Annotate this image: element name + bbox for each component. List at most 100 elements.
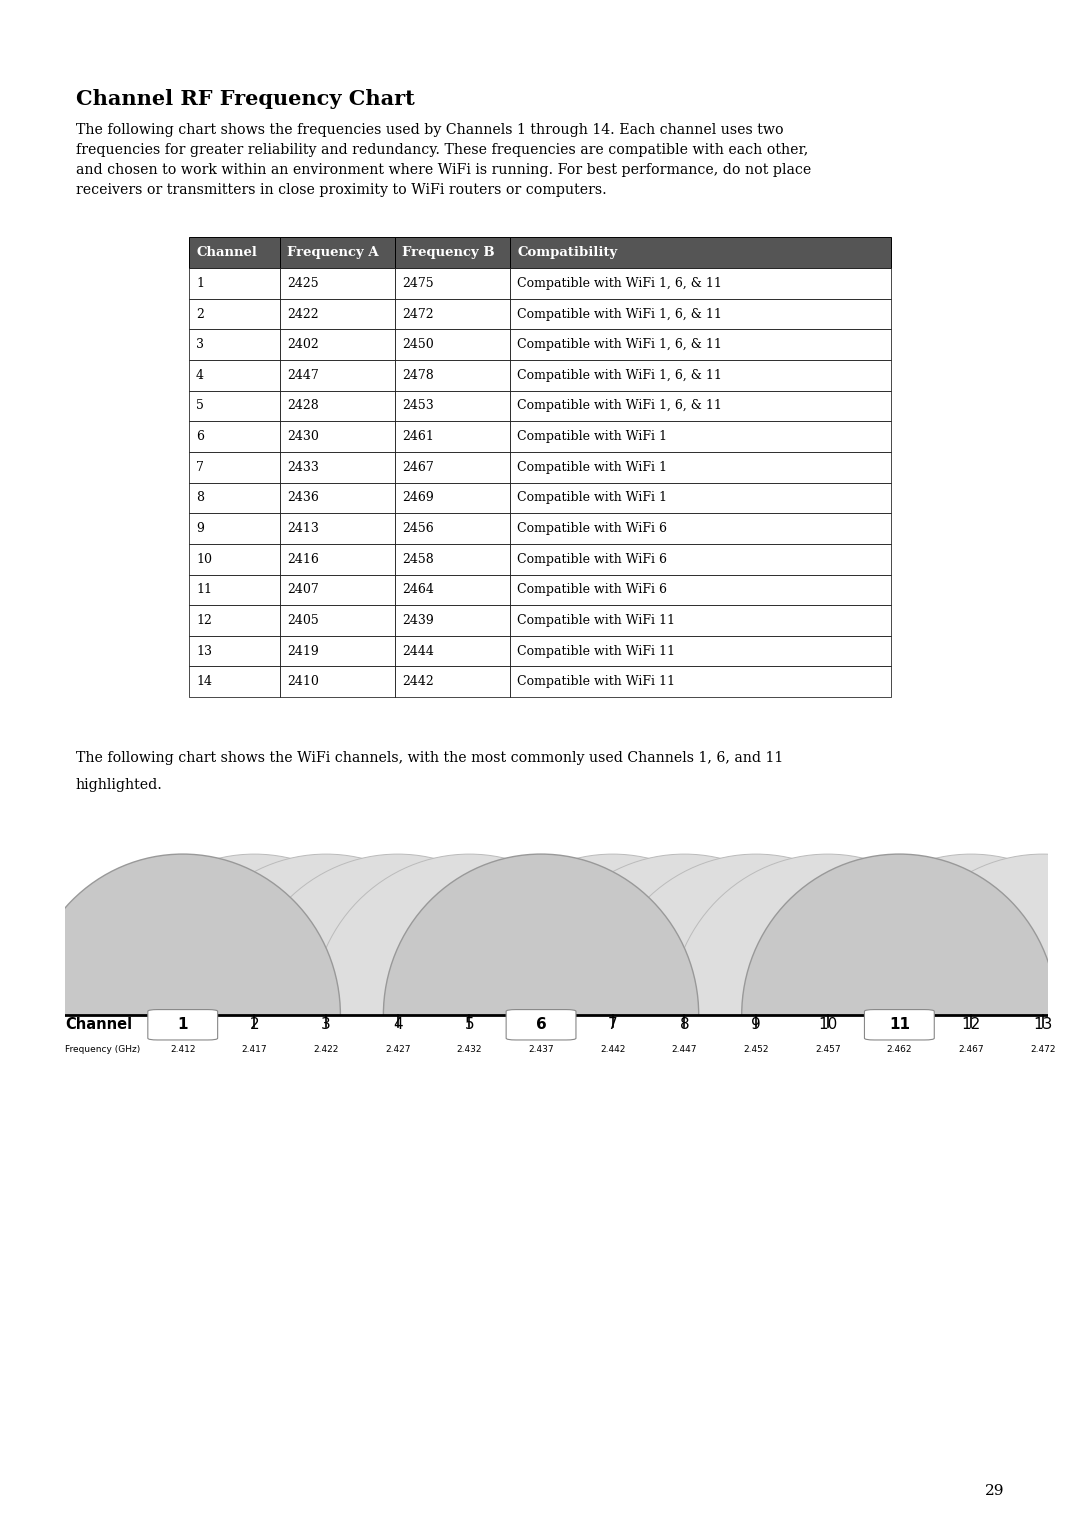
Bar xyxy=(280,605,395,636)
Text: The following chart shows the frequencies used by Channels 1 through 14. Each ch: The following chart shows the frequencie… xyxy=(76,123,811,196)
Text: 2.447: 2.447 xyxy=(672,1045,697,1054)
Text: 2442: 2442 xyxy=(402,676,434,688)
Text: 8: 8 xyxy=(679,1017,689,1033)
Text: 2.417: 2.417 xyxy=(242,1045,267,1054)
Bar xyxy=(280,299,395,329)
Text: 13: 13 xyxy=(197,645,212,657)
Bar xyxy=(280,513,395,544)
Bar xyxy=(189,544,280,574)
Ellipse shape xyxy=(168,855,484,1177)
Text: Frequency B: Frequency B xyxy=(402,247,495,259)
Bar xyxy=(522,1016,847,1195)
Text: 2447: 2447 xyxy=(287,369,319,381)
Ellipse shape xyxy=(240,855,555,1177)
Bar xyxy=(280,329,395,360)
Bar xyxy=(510,268,891,299)
Ellipse shape xyxy=(885,855,1080,1177)
Text: 2422: 2422 xyxy=(287,308,319,320)
Bar xyxy=(395,360,510,391)
Text: 2.472: 2.472 xyxy=(1030,1045,1055,1054)
Bar xyxy=(189,360,280,391)
Text: Compatible with WiFi 1, 6, & 11: Compatible with WiFi 1, 6, & 11 xyxy=(517,308,723,320)
Bar xyxy=(395,237,510,268)
Text: Compatible with WiFi 1, 6, & 11: Compatible with WiFi 1, 6, & 11 xyxy=(517,400,723,412)
Bar xyxy=(280,360,395,391)
Ellipse shape xyxy=(527,855,842,1177)
Bar xyxy=(235,1016,561,1195)
Bar xyxy=(189,483,280,513)
Text: 7: 7 xyxy=(608,1017,618,1033)
Bar xyxy=(92,1016,417,1195)
Text: Frequency A: Frequency A xyxy=(287,247,379,259)
Bar xyxy=(189,329,280,360)
Bar xyxy=(280,452,395,483)
Text: 2450: 2450 xyxy=(402,339,434,351)
Text: 5: 5 xyxy=(464,1017,474,1033)
Text: 9: 9 xyxy=(752,1017,761,1033)
Text: Channel: Channel xyxy=(65,1017,132,1033)
Text: 6: 6 xyxy=(197,430,204,443)
Text: highlighted.: highlighted. xyxy=(76,778,162,792)
Text: 2413: 2413 xyxy=(287,522,319,535)
Ellipse shape xyxy=(813,855,1080,1177)
Text: 6: 6 xyxy=(536,1017,546,1033)
Text: Compatible with WiFi 6: Compatible with WiFi 6 xyxy=(517,584,667,596)
Text: 9: 9 xyxy=(197,522,204,535)
Text: 3: 3 xyxy=(197,339,204,351)
Bar xyxy=(280,421,395,452)
FancyBboxPatch shape xyxy=(148,1010,218,1040)
Bar xyxy=(737,1016,1062,1195)
Text: Frequency (GHz): Frequency (GHz) xyxy=(65,1045,140,1054)
Bar xyxy=(395,636,510,666)
FancyBboxPatch shape xyxy=(864,1010,934,1040)
Text: Compatible with WiFi 1, 6, & 11: Compatible with WiFi 1, 6, & 11 xyxy=(517,277,723,290)
Text: 2: 2 xyxy=(197,308,204,320)
Text: The following chart shows the WiFi channels, with the most commonly used Channel: The following chart shows the WiFi chann… xyxy=(76,751,783,764)
Bar xyxy=(510,636,891,666)
Text: 2436: 2436 xyxy=(287,492,319,504)
Bar xyxy=(510,544,891,574)
Text: 2.422: 2.422 xyxy=(313,1045,339,1054)
Bar xyxy=(21,1016,346,1195)
Bar xyxy=(280,636,395,666)
Text: 14: 14 xyxy=(197,676,212,688)
Bar xyxy=(307,1016,632,1195)
Text: 2456: 2456 xyxy=(402,522,434,535)
Text: 12: 12 xyxy=(961,1017,981,1033)
Text: 2439: 2439 xyxy=(402,614,434,627)
Bar xyxy=(594,1016,919,1195)
Text: 2: 2 xyxy=(249,1017,259,1033)
Bar xyxy=(395,299,510,329)
Text: 2419: 2419 xyxy=(287,645,319,657)
Text: 2428: 2428 xyxy=(287,400,319,412)
Bar xyxy=(163,1016,488,1195)
Text: 2.412: 2.412 xyxy=(170,1045,195,1054)
Text: 29: 29 xyxy=(985,1485,1004,1498)
FancyBboxPatch shape xyxy=(507,1010,576,1040)
Text: 11: 11 xyxy=(197,584,212,596)
Text: Compatible with WiFi 1, 6, & 11: Compatible with WiFi 1, 6, & 11 xyxy=(517,339,723,351)
Text: Compatibility: Compatibility xyxy=(517,247,618,259)
Text: 2.452: 2.452 xyxy=(743,1045,769,1054)
Text: 4: 4 xyxy=(393,1017,403,1033)
Text: 2430: 2430 xyxy=(287,430,319,443)
Text: 2402: 2402 xyxy=(287,339,319,351)
Bar xyxy=(395,666,510,697)
Bar xyxy=(189,636,280,666)
Bar xyxy=(280,544,395,574)
Bar xyxy=(395,391,510,421)
Bar xyxy=(510,574,891,605)
Text: Compatible with WiFi 6: Compatible with WiFi 6 xyxy=(517,522,667,535)
Text: 2.442: 2.442 xyxy=(600,1045,625,1054)
Bar xyxy=(510,605,891,636)
Bar xyxy=(189,237,280,268)
Text: 13: 13 xyxy=(1032,1017,1052,1033)
Bar xyxy=(510,666,891,697)
Bar xyxy=(510,391,891,421)
Text: 2407: 2407 xyxy=(287,584,319,596)
Ellipse shape xyxy=(383,855,699,1177)
Text: Compatible with WiFi 11: Compatible with WiFi 11 xyxy=(517,676,675,688)
Bar xyxy=(510,299,891,329)
Bar xyxy=(395,483,510,513)
Bar xyxy=(189,268,280,299)
